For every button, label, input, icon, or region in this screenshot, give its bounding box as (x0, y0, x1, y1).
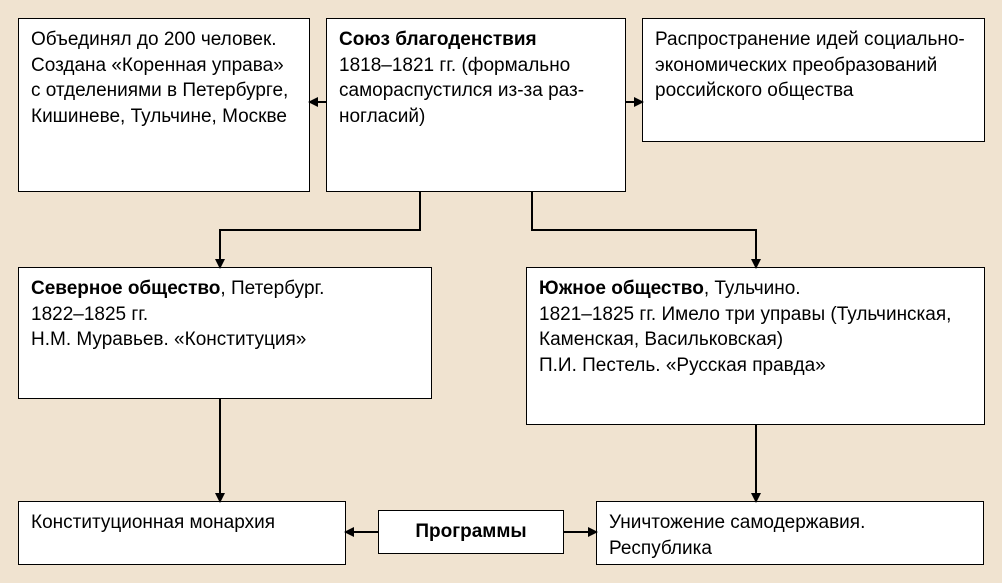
box-program-right: Уничтожение самодержавия. Республика (596, 501, 984, 565)
box-ideas: Распространение идей социально-экономиче… (642, 18, 985, 142)
box-programs-title: Программы (415, 519, 526, 545)
box-north-title: Северное общество (31, 278, 220, 299)
box-union: Союз благоденствия 1818–1821 гг. (формал… (326, 18, 626, 192)
box-program-left-text: Конституционная монархия (31, 512, 275, 533)
box-program-right-text: Уничтожение самодержавия. Республика (609, 512, 865, 559)
box-south-suffix: , Тульчино. (704, 278, 801, 299)
box-north-society: Северное общество, Петербург. 1822–1825 … (18, 267, 432, 399)
box-north-text: 1822–1825 гг.Н.М. Муравьев. «Конституция… (31, 304, 306, 351)
box-south-society: Южное общество, Тульчино. 1821–1825 гг. … (526, 267, 985, 425)
box-north-suffix: , Петербург. (220, 278, 324, 299)
box-programs: Программы (378, 510, 564, 554)
box-south-text: 1821–1825 гг. Имело три управы (Тульчинс… (539, 304, 951, 376)
box-union-text: 1818–1821 гг. (формально само­распустилс… (339, 55, 584, 127)
box-ideas-text: Распространение идей социально-экономиче… (655, 29, 965, 101)
box-program-left: Конституционная монархия (18, 501, 346, 565)
box-union-title: Союз благоденствия (339, 29, 537, 50)
box-south-title: Южное общество (539, 278, 704, 299)
box-members: Объединял до 200 че­ловек. Создана «Ко­р… (18, 18, 310, 192)
box-members-text: Объединял до 200 че­ловек. Создана «Ко­р… (31, 29, 288, 127)
